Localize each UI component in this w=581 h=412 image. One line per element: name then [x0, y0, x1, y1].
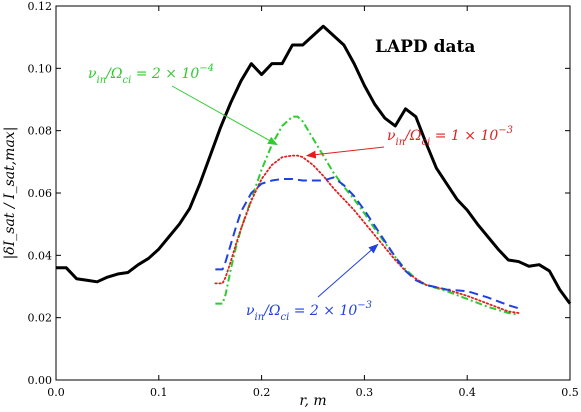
x-tick-label: 0.2 [253, 386, 271, 399]
red-formula-annotation: νin/Ωci = 1 × 10−3 [387, 125, 513, 148]
x-tick-label: 0.3 [356, 386, 374, 399]
green-formula-annotation: νin/Ωci = 2 × 10−4 [88, 63, 214, 86]
series-line-0 [56, 24, 572, 305]
y-tick-label: 0.00 [28, 374, 53, 387]
y-axis-label: |δI_sat / I_sat,max| [2, 127, 18, 260]
plot-area [55, 5, 571, 381]
annotation-layer: LAPD data νin/Ωci = 2 × 10−4 νin/Ωci = 1 ×… [88, 37, 513, 323]
red-arrow [305, 146, 385, 159]
blue-formula-annotation: νin/Ωci = 2 × 10−3 [246, 300, 372, 323]
blue-arrow [317, 243, 379, 298]
x-tick-label: 0.5 [561, 386, 579, 399]
x-tick-label: 0.0 [47, 386, 65, 399]
x-axis: 0.0 0.1 0.2 0.3 0.4 0.5 [47, 6, 579, 399]
series-line-3 [215, 176, 519, 310]
series-layer [56, 24, 572, 316]
series-line-2 [214, 154, 520, 314]
y-tick-label: 0.10 [28, 62, 53, 75]
plot-frame [55, 5, 571, 381]
x-tick-label: 0.4 [458, 386, 476, 399]
y-tick-label: 0.02 [28, 312, 53, 325]
y-tick-label: 0.04 [28, 249, 53, 262]
lapd-data-label: LAPD data [375, 37, 475, 57]
y-tick-label: 0.06 [28, 187, 53, 200]
y-tick-label: 0.08 [28, 125, 53, 138]
y-axis: 0.00 0.02 0.04 0.06 0.08 0.10 0.12 [28, 0, 570, 387]
x-tick-label: 0.1 [150, 386, 168, 399]
green-arrow [171, 85, 278, 146]
y-tick-label: 0.12 [28, 0, 53, 13]
x-axis-label: r, m [299, 393, 326, 409]
